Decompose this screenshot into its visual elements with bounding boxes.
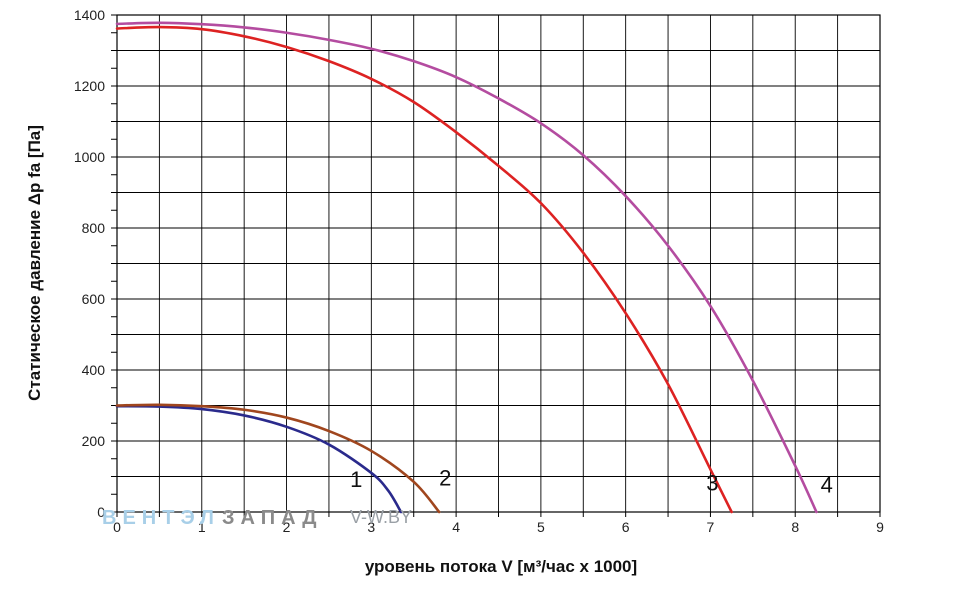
x-tick-label: 3: [367, 519, 375, 535]
y-tick-label: 1400: [74, 7, 105, 23]
curve-3: [115, 25, 733, 514]
y-tick-label: 1000: [74, 149, 105, 165]
x-tick-label: 4: [452, 519, 460, 535]
x-tick-label: 0: [113, 519, 121, 535]
curve-label-2: 2: [439, 465, 451, 490]
watermark-part2: ЗАПАД: [222, 507, 323, 529]
curve-2: [115, 403, 441, 514]
x-axis-title: уровень потока V [м³/час х 1000]: [365, 557, 637, 576]
x-tick-label: 9: [876, 519, 884, 535]
y-tick-label: 600: [82, 291, 106, 307]
y-tick-label: 0: [97, 504, 105, 520]
x-tick-label: 6: [622, 519, 630, 535]
y-tick-label: 200: [82, 433, 106, 449]
watermark-part1: ВЕНТЭЛ: [102, 507, 220, 529]
y-tick-labels: 0 200 400 600 800 1000 1200 1400: [74, 7, 105, 520]
watermark: ВЕНТЭЛ ЗАПАД V-W.BY: [102, 507, 412, 529]
curve-label-4: 4: [821, 472, 833, 497]
x-tick-labels: 0 1 2 3 4 5 6 7 8 9: [113, 519, 884, 535]
curves: [115, 21, 818, 514]
x-tick-label: 8: [791, 519, 799, 535]
y-tick-label: 800: [82, 220, 106, 236]
x-tick-label: 2: [283, 519, 291, 535]
y-axis-title: Статическое давление Δp fa [Па]: [25, 125, 44, 401]
curve-4: [115, 21, 818, 514]
minor-ticks: [111, 14, 881, 517]
y-tick-label: 1200: [74, 78, 105, 94]
x-tick-label: 1: [198, 519, 206, 535]
x-tick-label: 7: [707, 519, 715, 535]
watermark-part3: V-W.BY: [350, 507, 412, 527]
grid: [117, 15, 880, 512]
curve-labels: 1 2 3 4: [350, 465, 833, 497]
x-tick-label: 5: [537, 519, 545, 535]
curve-1: [115, 404, 403, 514]
curve-label-1: 1: [350, 467, 362, 492]
y-tick-label: 400: [82, 362, 106, 378]
curve-label-3: 3: [706, 471, 718, 496]
